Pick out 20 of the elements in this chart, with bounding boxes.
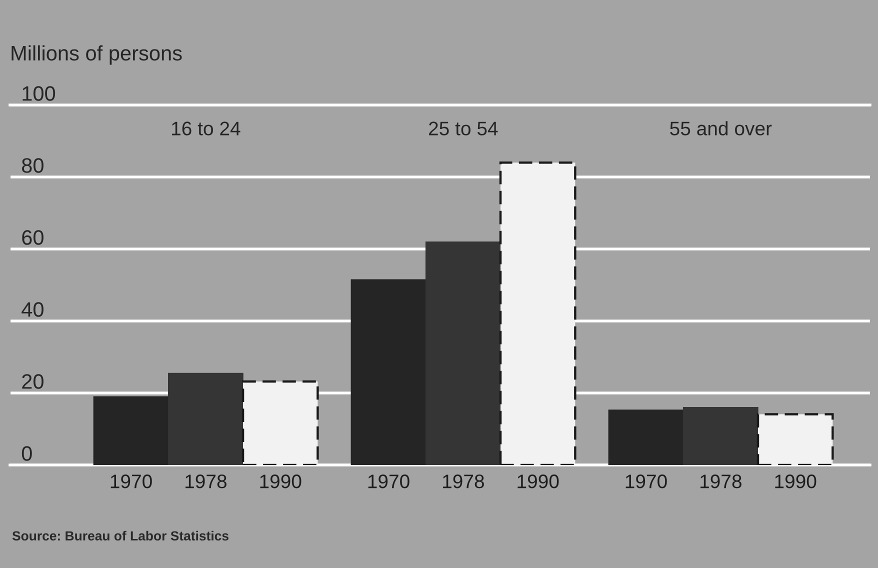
series-label: 1978 bbox=[186, 474, 226, 488]
source-note: Source: Bureau of Labor Statistics bbox=[12, 530, 228, 541]
y-tick-label: 60 bbox=[22, 230, 44, 245]
series-label: 1990 bbox=[260, 474, 302, 488]
text: 1978 bbox=[443, 474, 484, 488]
text: 1970 bbox=[626, 474, 667, 488]
y-tick-label: 40 bbox=[22, 302, 44, 317]
y-tick-label: 20 bbox=[22, 374, 44, 389]
x-tick-label: 16 to 24 bbox=[172, 122, 240, 136]
text: 1978 bbox=[700, 474, 742, 488]
x-tick-label: 25 to 54 bbox=[429, 122, 498, 136]
y-axis-title: Millions of persons bbox=[12, 45, 182, 65]
text: 1990 bbox=[518, 474, 559, 488]
text: 1970 bbox=[368, 474, 410, 488]
y-tick-label: 100 bbox=[22, 86, 56, 101]
text: 1990 bbox=[775, 474, 816, 488]
series-label: 1970 bbox=[110, 474, 152, 488]
y-tick-label: 0 bbox=[22, 446, 32, 461]
y-tick-label: 80 bbox=[22, 158, 44, 173]
x-tick-label: 55 and over bbox=[670, 121, 772, 136]
